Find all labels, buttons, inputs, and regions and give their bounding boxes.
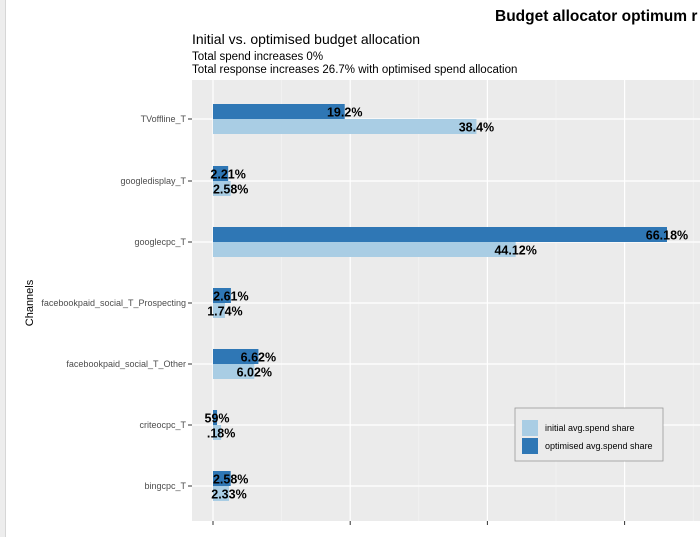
value-label-initial: 1.74% <box>207 305 242 319</box>
category-label: criteocpc_T <box>139 420 186 430</box>
bar-optimised <box>213 227 667 242</box>
legend: initial avg.spend share optimised avg.spe… <box>514 407 664 462</box>
value-label-initial: 2.33% <box>211 488 246 502</box>
bar-initial <box>213 425 222 440</box>
value-label-optimised: 19.2% <box>327 106 362 120</box>
bar-initial <box>213 242 516 257</box>
legend-label-optimised: optimised avg.spend share <box>545 441 653 451</box>
bar-initial <box>213 181 231 196</box>
legend-box <box>514 407 664 462</box>
value-label-initial: 44.12% <box>494 244 536 258</box>
value-label-optimised: 2.21% <box>210 168 245 182</box>
bar-optimised <box>213 410 218 425</box>
spend-note: Total spend increases 0% <box>192 51 324 63</box>
bar-initial <box>213 119 477 134</box>
bar-optimised <box>213 349 259 364</box>
category-label: facebookpaid_social_T_Prospecting <box>41 298 186 308</box>
grid-lines <box>192 80 700 521</box>
data-labels: 19.2%38.4%2.21%2.58%66.18%44.12%2.61%1.7… <box>205 106 689 502</box>
window-left-border <box>0 0 6 537</box>
bar-optimised <box>213 166 229 181</box>
response-note: Total response increases 26.7% with opti… <box>192 64 518 76</box>
value-label-initial: 2.58% <box>213 183 248 197</box>
bar-optimised <box>213 288 231 303</box>
category-label: googledisplay_T <box>120 176 186 186</box>
bar-initial <box>213 303 225 318</box>
value-label-optimised: 2.61% <box>213 290 248 304</box>
bars <box>213 104 667 501</box>
chart-main-title: Budget allocator optimum r <box>495 8 698 25</box>
value-label-initial: 6.02% <box>237 366 272 380</box>
value-label-initial: 38.4% <box>459 121 494 135</box>
legend-key-optimised <box>522 438 538 454</box>
axes: TVoffline_T googledisplay_T googlecpc_Tfac… <box>41 114 626 525</box>
category-label: facebookpaid_social_T_Other <box>66 359 186 369</box>
value-label-optimised: 2.58% <box>213 473 248 487</box>
legend-label-initial: initial avg.spend share <box>545 423 635 433</box>
bar-optimised <box>213 104 345 119</box>
chart-subtitle: Initial vs. optimised budget allocation <box>192 31 421 47</box>
value-label-optimised: 66.18% <box>646 229 688 243</box>
category-label: bingcpc_T <box>144 481 186 491</box>
bar-initial <box>213 364 255 379</box>
value-label-optimised: 59% <box>205 412 230 426</box>
category-label: TVoffline_T <box>141 114 187 124</box>
value-label-initial: .18% <box>207 427 236 441</box>
value-label-optimised: 6.62% <box>241 351 276 365</box>
legend-key-initial <box>522 420 538 436</box>
y-axis-title: Channels <box>24 279 36 326</box>
bar-initial <box>213 486 229 501</box>
category-label: googlecpc_T <box>134 237 186 247</box>
bar-optimised <box>213 471 231 486</box>
